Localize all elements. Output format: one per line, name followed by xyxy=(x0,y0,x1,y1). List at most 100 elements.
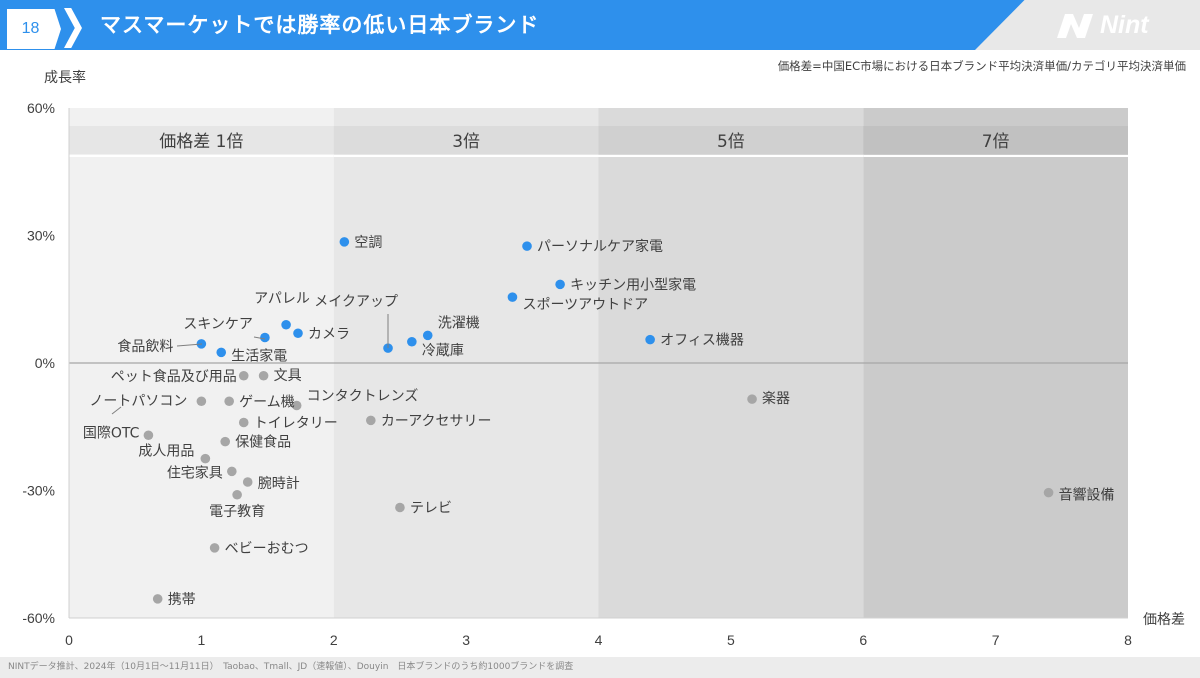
point-gray xyxy=(1043,487,1054,498)
x-axis-title: 価格差 xyxy=(1143,612,1185,628)
point-blue xyxy=(339,237,350,247)
y-tick-label: 30% xyxy=(27,228,55,244)
point-gray xyxy=(220,436,231,447)
point-gray xyxy=(143,430,154,441)
x-tick-label: 8 xyxy=(1124,632,1132,648)
point-label: キッチン用小型家電 xyxy=(570,276,696,293)
page-number-box xyxy=(7,9,61,49)
band-label-3: 7倍 xyxy=(982,132,1010,152)
point-blue xyxy=(555,279,565,290)
point-label: 食品飲料 xyxy=(117,338,173,355)
point-gray xyxy=(395,502,405,513)
y-tick-label: -30% xyxy=(22,483,55,499)
point-gray xyxy=(232,489,242,500)
band-label-0: 価格差 1倍 xyxy=(159,132,243,152)
band-label-2: 5倍 xyxy=(717,132,745,152)
point-gray xyxy=(152,594,163,604)
page-number: 18 xyxy=(21,20,40,37)
point-label: 腕時計 xyxy=(258,476,300,492)
point-label: ゲーム機 xyxy=(239,394,295,410)
point-label: カメラ xyxy=(308,326,350,342)
point-blue xyxy=(383,343,393,353)
logo-text: Nint xyxy=(1100,11,1149,39)
point-blue xyxy=(422,330,433,341)
point-label: トイレタリー xyxy=(254,416,338,432)
y-axis-title: 成長率 xyxy=(44,69,86,86)
band-header-2 xyxy=(598,126,864,154)
leader-line-shokuhin xyxy=(176,343,203,347)
point-blue xyxy=(216,347,227,358)
point-label: 洗濯機 xyxy=(438,315,480,331)
point-label: 住宅家具 xyxy=(167,464,223,481)
point-label: コンタクトレンズ xyxy=(307,389,419,405)
band-label-1: 3倍 xyxy=(452,132,480,152)
point-gray xyxy=(196,396,207,407)
point-label: カーアクセサリー xyxy=(381,413,492,429)
point-blue xyxy=(281,319,291,330)
point-gray xyxy=(747,394,757,404)
point-label: ベビーおむつ xyxy=(225,541,309,557)
nint-logo-icon xyxy=(1057,14,1093,38)
x-tick-label: 2 xyxy=(330,632,338,648)
point-gray xyxy=(227,466,237,477)
point-label: 冷蔵庫 xyxy=(422,342,464,359)
x-tick-label: 5 xyxy=(727,632,735,648)
point-label: スポーツアウトドア xyxy=(522,297,648,313)
slide-title: マスマーケットでは勝率の低い日本ブランド xyxy=(100,13,540,37)
point-gray xyxy=(238,417,249,428)
point-label: パーソナルケア家電 xyxy=(537,238,663,255)
leader-lines xyxy=(111,314,389,415)
point-label: 生活家電 xyxy=(231,347,287,364)
point-label: メイクアップ xyxy=(314,294,398,310)
point-blue xyxy=(507,292,518,302)
point-label: 保健食品 xyxy=(235,434,291,451)
point-gray xyxy=(200,453,211,464)
y-tick-label: 0% xyxy=(35,355,55,371)
point-blue xyxy=(645,334,655,345)
point-label: ノートパソコン xyxy=(89,393,187,409)
footer-bar xyxy=(0,657,1200,678)
x-tick-label: 0 xyxy=(65,632,73,648)
tick-layer: 0 1 2 3 4 5 6 7 8 60% 30% 0% -30% -60% xyxy=(22,100,1132,648)
x-tick-label: 3 xyxy=(462,632,470,648)
point-label: 文具 xyxy=(274,368,302,384)
point-label: 電子教育 xyxy=(209,504,265,520)
x-tick-label: 6 xyxy=(859,632,867,648)
x-tick-label: 4 xyxy=(595,632,603,648)
point-gray xyxy=(291,400,302,411)
point-label: オフィス機器 xyxy=(660,333,744,349)
leader-line-skincare xyxy=(253,336,266,340)
point-blue xyxy=(260,332,270,343)
band-header-3 xyxy=(863,126,1128,154)
points-layer xyxy=(143,237,1054,604)
footer-source: NINTデータ推計、2024年（10月1日～11月11日） Taobao、Tma… xyxy=(8,662,574,672)
point-blue xyxy=(293,328,303,339)
point-label: 成人用品 xyxy=(138,444,194,460)
point-gray xyxy=(258,370,269,381)
point-gray xyxy=(242,477,253,487)
point-label: アパレル xyxy=(254,291,310,307)
point-gray xyxy=(224,396,234,407)
point-label: 空調 xyxy=(354,235,382,251)
point-label: スキンケア xyxy=(183,317,253,333)
point-blue xyxy=(407,336,417,347)
y-tick-label: 60% xyxy=(27,100,55,116)
point-label: 音響設備 xyxy=(1059,487,1115,504)
point-gray xyxy=(238,370,249,381)
point-label: 楽器 xyxy=(762,391,790,407)
point-label: ペット食品及び用品 xyxy=(111,368,237,385)
leader-line-notepc xyxy=(111,406,122,415)
band-header-0 xyxy=(69,126,334,154)
point-label: テレビ xyxy=(410,501,452,517)
point-gray xyxy=(209,543,220,553)
x-tick-label: 7 xyxy=(992,632,1000,648)
point-label: 国際OTC xyxy=(83,425,140,441)
x-tick-label: 1 xyxy=(197,632,205,648)
chart-note: 価格差=中国EC市場における日本ブランド平均決済単価/カテゴリ平均決済単価 xyxy=(778,59,1186,73)
y-tick-label: -60% xyxy=(22,610,55,626)
band-header-1 xyxy=(333,126,599,154)
point-gray xyxy=(366,415,376,426)
point-blue xyxy=(522,241,532,251)
point-label: 携帯 xyxy=(168,592,196,608)
